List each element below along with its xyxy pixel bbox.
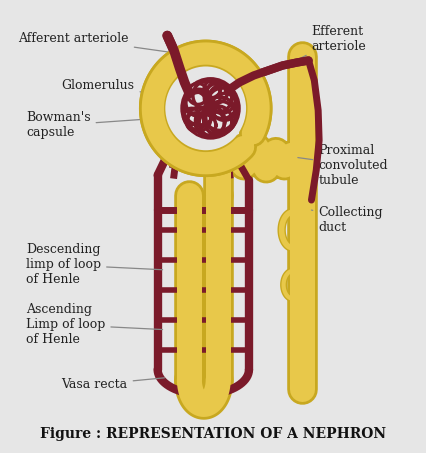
Polygon shape (163, 64, 248, 152)
Text: Efferent
arteriole: Efferent arteriole (285, 24, 366, 66)
Text: Afferent arteriole: Afferent arteriole (18, 32, 169, 52)
Text: Collecting
duct: Collecting duct (311, 206, 382, 234)
Circle shape (165, 67, 245, 150)
Text: Proximal
convoluted
tubule: Proximal convoluted tubule (297, 144, 387, 187)
Text: Figure : REPRESENTATION OF A NEPHRON: Figure : REPRESENTATION OF A NEPHRON (40, 427, 386, 441)
Text: Glomerulus: Glomerulus (61, 79, 181, 98)
Text: Ascending
Limp of loop
of Henle: Ascending Limp of loop of Henle (26, 303, 162, 346)
Text: Descending
limp of loop
of Henle: Descending limp of loop of Henle (26, 243, 162, 286)
Circle shape (179, 77, 241, 140)
Text: Vasa recta: Vasa recta (61, 378, 164, 391)
Text: Bowman's
capsule: Bowman's capsule (26, 111, 155, 140)
